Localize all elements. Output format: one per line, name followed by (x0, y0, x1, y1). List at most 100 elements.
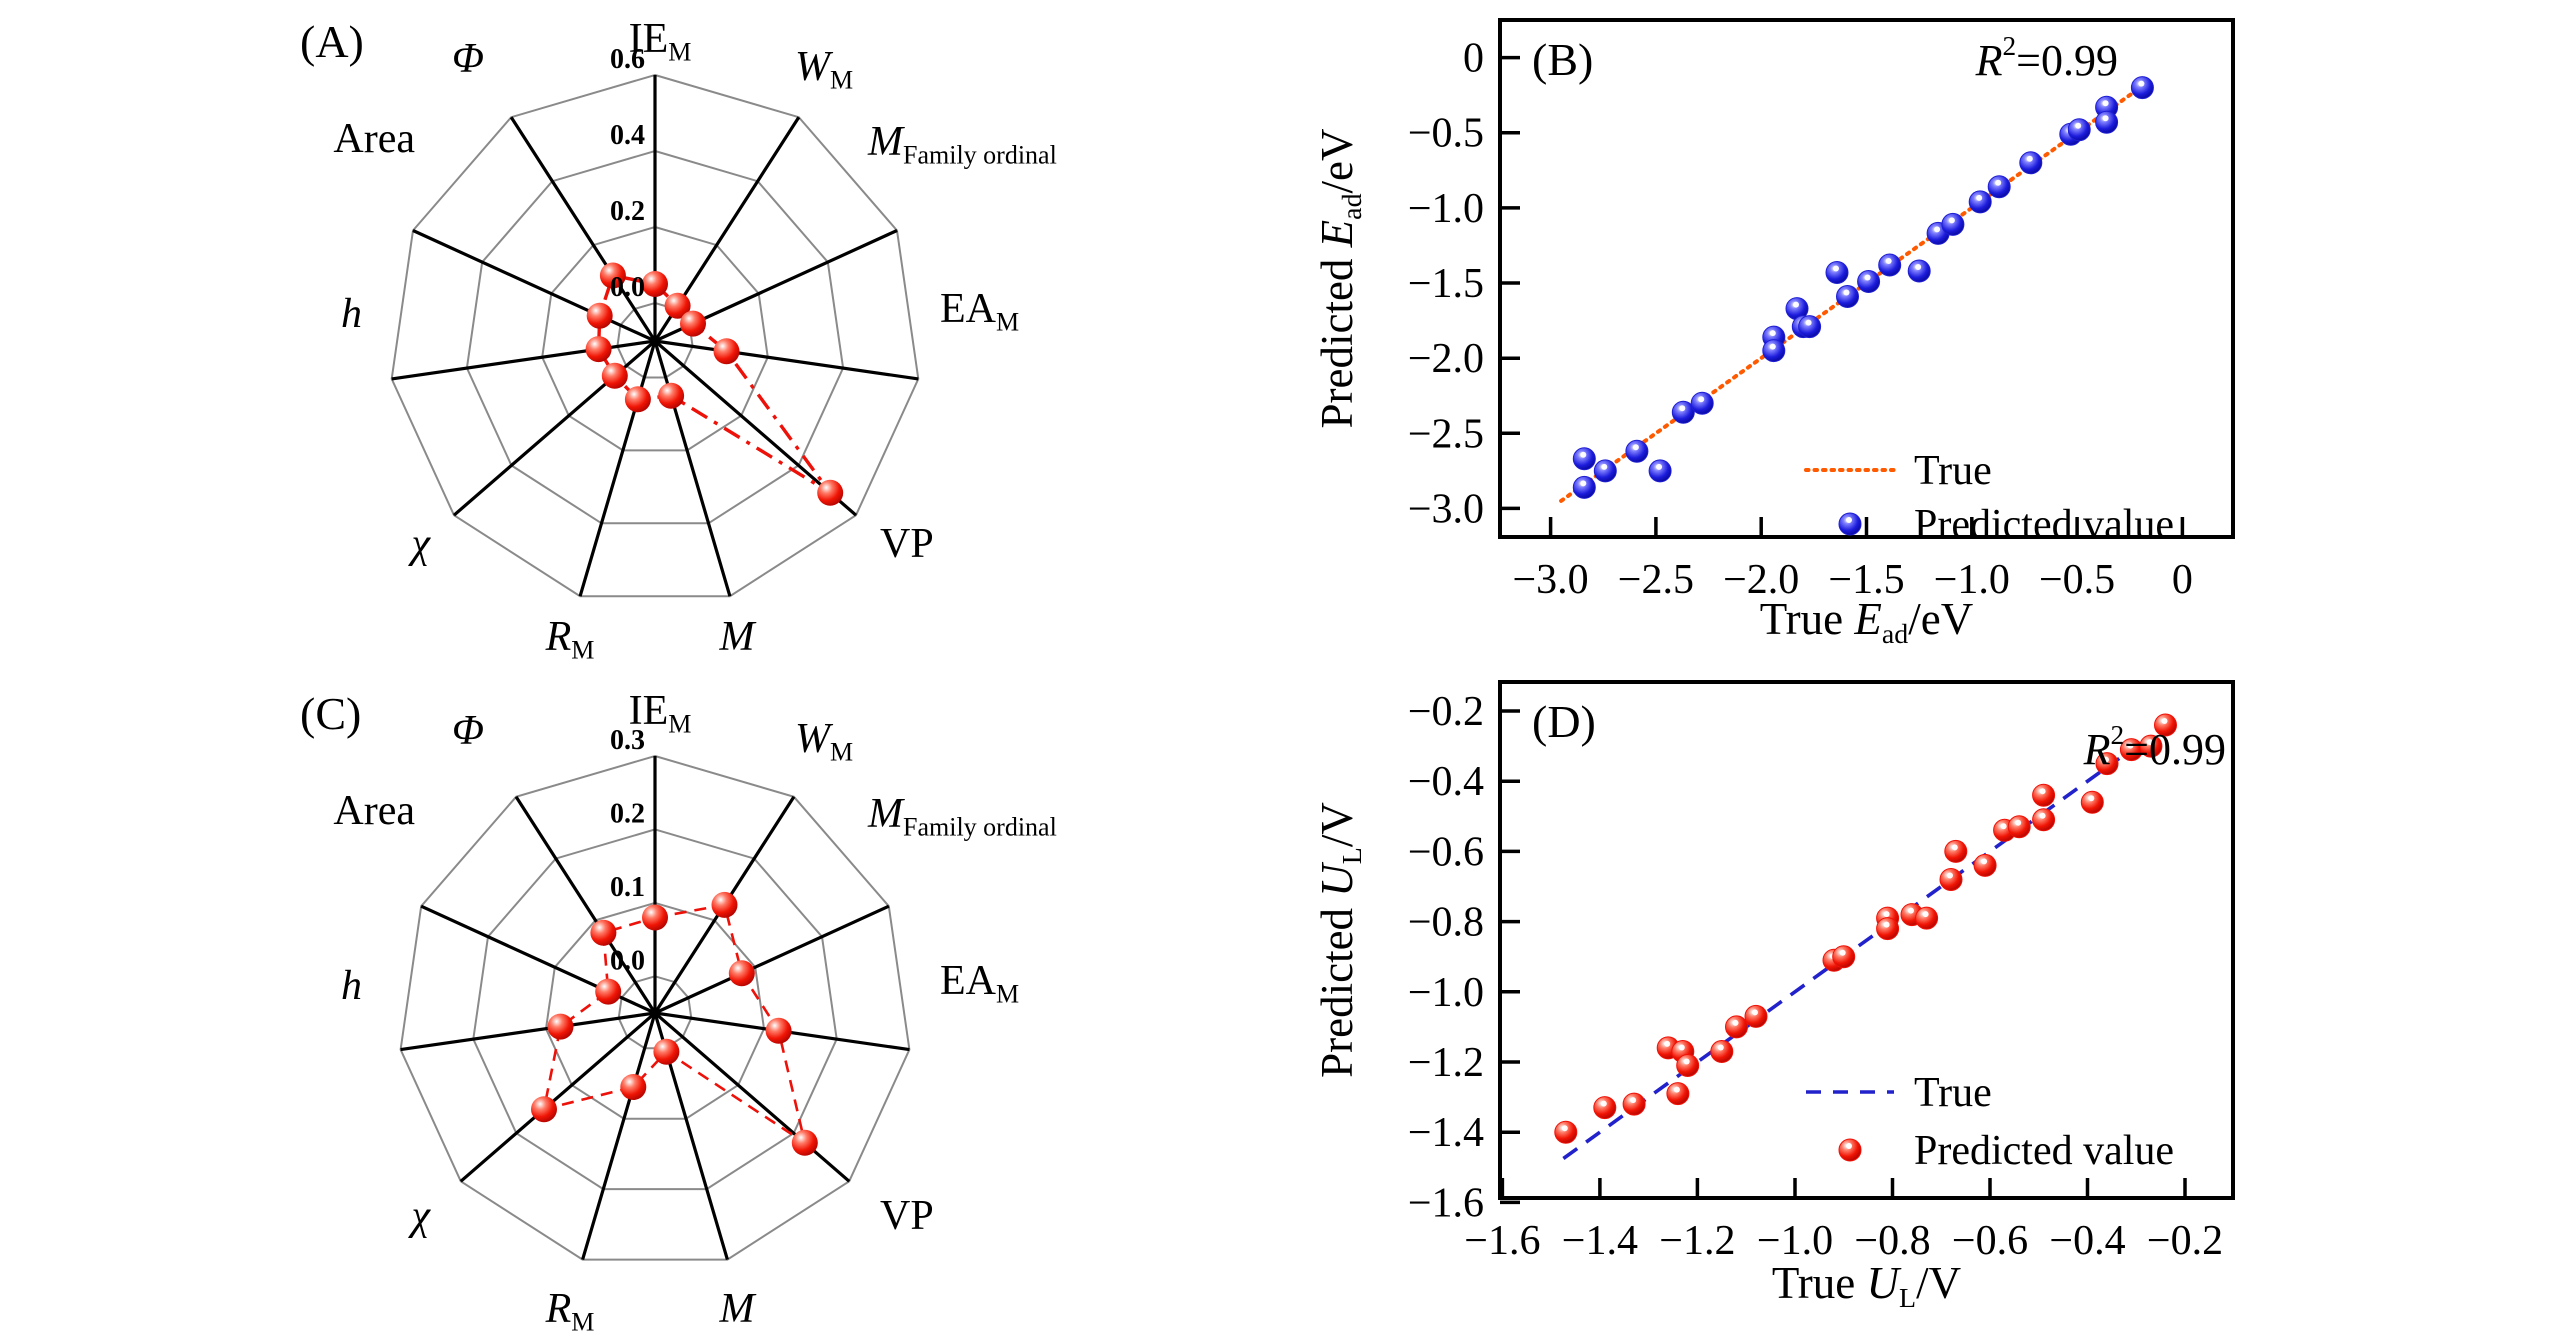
radar-category-label: h (341, 291, 362, 337)
scatter-data-point (2067, 118, 2091, 142)
marker-dot (1625, 439, 1649, 463)
radar-category-label: M (719, 614, 757, 660)
marker-dot (1666, 1082, 1690, 1106)
legend-marker-label: Predicted value (1914, 502, 2174, 548)
x-tick-label: −0.8 (1854, 1218, 1930, 1264)
radar-data-point (713, 338, 740, 365)
radar-category-label: WM (795, 44, 853, 94)
radar-data-point (624, 386, 651, 413)
marker-highlight (1908, 907, 1914, 914)
marker-highlight (1769, 330, 1776, 337)
marker-highlight (1976, 194, 1983, 201)
marker-highlight (1698, 396, 1705, 403)
marker-dot (1710, 1040, 1734, 1063)
marker-dot (1798, 315, 1822, 339)
marker-highlight (1673, 1086, 1680, 1093)
scatter-data-point (1572, 447, 1596, 471)
radar-axis-spoke (653, 340, 732, 597)
marker-highlight (1630, 1097, 1637, 1104)
marker-highlight (2146, 739, 2153, 746)
marker-dot (1987, 175, 2011, 199)
x-tick-label: −0.2 (2147, 1218, 2223, 1264)
panel-b-scatter-chart: −3.0 −2.5 −2.0 −1.5 −1.0 −0.5 0 0 −0.5 −1.0 −1.5 −2… (1312, 18, 2235, 650)
marker-highlight (1679, 405, 1686, 412)
marker-dot (1622, 1092, 1646, 1116)
radar-data-point (531, 1096, 557, 1123)
radar-data-point (585, 336, 612, 363)
marker-highlight (1846, 517, 1852, 523)
radar-data-point (590, 919, 617, 946)
x-tick-label: −0.5 (2039, 557, 2115, 603)
scatter-data-point (1744, 1004, 1768, 1028)
legend-marker-sample (1838, 512, 1862, 536)
marker-highlight (1883, 911, 1890, 918)
marker-highlight (2039, 812, 2046, 819)
radar-axis-spoke (581, 1012, 657, 1261)
radar-data-point (620, 1074, 647, 1100)
marker-highlight (1632, 444, 1639, 451)
scatter-data-point (1857, 270, 1881, 293)
radar-grid-ring (541, 225, 769, 452)
legend-marker-label: Predicted value (1914, 1128, 2174, 1174)
marker-dot (2032, 783, 2056, 807)
radar-category-label: h (341, 963, 362, 1009)
marker-dot (1572, 475, 1596, 499)
y-tick-label: −1.0 (1408, 186, 1484, 232)
y-tick-label: −1.5 (1408, 261, 1484, 307)
r-squared-annotation: R2=0.99 (1975, 31, 2118, 85)
scatter-data-point (2154, 713, 2177, 737)
radar-data-point (642, 271, 668, 297)
marker-dot (1725, 1015, 1748, 1039)
marker-highlight (2138, 80, 2145, 87)
radar-grid-ring (465, 149, 845, 525)
marker-dot (1832, 945, 1856, 969)
scatter-data-point (1593, 1096, 1617, 1120)
marker-highlight (1843, 289, 1850, 296)
marker-dot (2139, 734, 2163, 758)
radar-axis-spoke (514, 795, 657, 1014)
marker-highlight (2039, 788, 2046, 795)
y-tick-label: −0.2 (1408, 689, 1484, 735)
marker-dot (1944, 839, 1968, 863)
scatter-data-point (2139, 734, 2163, 758)
scatter-data-point (1944, 839, 1968, 863)
marker-highlight (1717, 1044, 1724, 1051)
scatter-data-point (1622, 1092, 1646, 1116)
scatter-data-point (2032, 783, 2056, 807)
radar-category-label: VP (880, 1193, 934, 1239)
panel-d-scatter-chart: −1.6 −1.4 −1.2 −1.0 −0.8 −0.6 −0.4 −0.2 −0.2 −0.4… (1312, 680, 2235, 1314)
scatter-data-point (1941, 212, 1965, 236)
marker-highlight (1839, 949, 1846, 956)
scatter-data-point (1690, 391, 1714, 415)
radar-data-point (653, 1038, 680, 1065)
y-tick-label: −1.2 (1408, 1040, 1484, 1086)
marker-highlight (1580, 451, 1587, 458)
radar-axis-spoke (653, 1011, 851, 1183)
radar-radial-tick-label: 0.0 (610, 272, 645, 303)
scatter-data-point (1625, 439, 1649, 463)
marker-highlight (1793, 301, 1799, 308)
marker-highlight (2088, 795, 2095, 802)
y-tick-label: −3.0 (1408, 486, 1484, 532)
radar-category-label: EAM (940, 286, 1019, 336)
y-tick-label: −1.0 (1408, 970, 1484, 1016)
marker-highlight (2161, 718, 2168, 724)
marker-highlight (2102, 100, 2109, 107)
scatter-data-point (2130, 76, 2154, 100)
marker-dot (2095, 110, 2119, 134)
radar-radial-tick-label: 0.1 (610, 872, 645, 903)
marker-dot (2080, 790, 2104, 814)
radar-data-point (642, 904, 668, 931)
scatter-data-point (2019, 151, 2043, 175)
radar-data-point (791, 1129, 818, 1156)
legend-marker-sample (1838, 1138, 1862, 1162)
scatter-data-point (2095, 110, 2119, 134)
axes-box (1498, 680, 2235, 1200)
radar-grid-ring (472, 828, 838, 1191)
scatter-data-point (1710, 1040, 1734, 1063)
scatter-data-point (2007, 815, 2031, 839)
y-tick-label: −0.8 (1408, 900, 1484, 946)
r-squared-annotation: R2=0.99 (2083, 720, 2226, 774)
x-tick-label: −1.2 (1659, 1218, 1735, 1264)
